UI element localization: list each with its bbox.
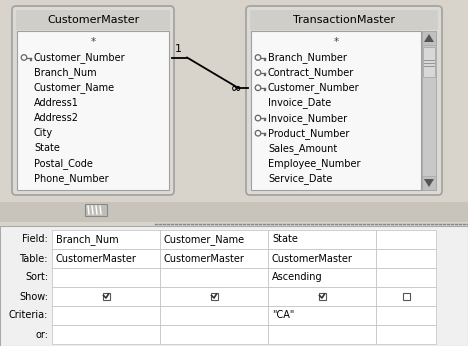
Text: *: * — [90, 37, 95, 47]
Text: Customer_Number: Customer_Number — [34, 52, 125, 63]
Text: "CA": "CA" — [272, 310, 294, 320]
Text: State: State — [34, 143, 60, 153]
Text: Customer_Name: Customer_Name — [34, 82, 115, 93]
Text: Field:: Field: — [22, 235, 48, 245]
Text: Postal_Code: Postal_Code — [34, 158, 93, 169]
FancyBboxPatch shape — [422, 31, 436, 190]
FancyBboxPatch shape — [160, 306, 268, 325]
Text: CustomerMaster: CustomerMaster — [56, 254, 137, 264]
FancyBboxPatch shape — [52, 268, 160, 287]
Text: CustomerMaster: CustomerMaster — [164, 254, 245, 264]
Text: Employee_Number: Employee_Number — [268, 158, 360, 169]
Text: State: State — [272, 235, 298, 245]
FancyBboxPatch shape — [17, 31, 169, 190]
Text: Sort:: Sort: — [25, 273, 48, 282]
FancyBboxPatch shape — [0, 202, 468, 222]
Text: Customer_Number: Customer_Number — [268, 82, 359, 93]
Text: City: City — [34, 128, 53, 138]
FancyBboxPatch shape — [268, 325, 376, 344]
FancyBboxPatch shape — [160, 249, 268, 268]
FancyBboxPatch shape — [376, 230, 436, 249]
FancyBboxPatch shape — [376, 306, 436, 325]
FancyBboxPatch shape — [85, 204, 107, 216]
FancyBboxPatch shape — [12, 6, 174, 195]
FancyBboxPatch shape — [422, 176, 436, 190]
FancyBboxPatch shape — [160, 230, 268, 249]
Text: CustomerMaster: CustomerMaster — [47, 15, 139, 25]
FancyBboxPatch shape — [268, 268, 376, 287]
Text: 1: 1 — [175, 44, 182, 54]
Text: Phone_Number: Phone_Number — [34, 173, 109, 184]
FancyBboxPatch shape — [376, 325, 436, 344]
FancyBboxPatch shape — [268, 287, 376, 306]
Text: Product_Number: Product_Number — [268, 128, 350, 139]
FancyBboxPatch shape — [319, 293, 326, 300]
Text: Contract_Number: Contract_Number — [268, 67, 354, 78]
Polygon shape — [424, 179, 434, 187]
Text: CustomerMaster: CustomerMaster — [272, 254, 353, 264]
Polygon shape — [424, 34, 434, 42]
FancyBboxPatch shape — [268, 306, 376, 325]
FancyBboxPatch shape — [160, 287, 268, 306]
FancyBboxPatch shape — [250, 10, 438, 30]
FancyBboxPatch shape — [422, 31, 436, 45]
FancyBboxPatch shape — [16, 10, 170, 30]
FancyBboxPatch shape — [52, 287, 160, 306]
Text: Branch_Num: Branch_Num — [56, 234, 118, 245]
FancyBboxPatch shape — [0, 226, 468, 346]
FancyBboxPatch shape — [52, 249, 160, 268]
FancyBboxPatch shape — [160, 325, 268, 344]
Text: Service_Date: Service_Date — [268, 173, 332, 184]
Text: Criteria:: Criteria: — [8, 310, 48, 320]
FancyBboxPatch shape — [52, 306, 160, 325]
FancyBboxPatch shape — [102, 293, 110, 300]
FancyBboxPatch shape — [52, 230, 160, 249]
Text: Table:: Table: — [20, 254, 48, 264]
Text: Address2: Address2 — [34, 113, 79, 123]
Text: Show:: Show: — [19, 291, 48, 301]
FancyBboxPatch shape — [376, 249, 436, 268]
Text: Invoice_Number: Invoice_Number — [268, 112, 347, 124]
Text: ∞: ∞ — [231, 82, 241, 95]
FancyBboxPatch shape — [211, 293, 218, 300]
Text: Customer_Name: Customer_Name — [164, 234, 245, 245]
Text: or:: or: — [35, 329, 48, 339]
FancyBboxPatch shape — [246, 6, 442, 195]
Text: Sales_Amount: Sales_Amount — [268, 143, 337, 154]
FancyBboxPatch shape — [251, 31, 421, 190]
Text: Branch_Number: Branch_Number — [268, 52, 347, 63]
FancyBboxPatch shape — [402, 293, 410, 300]
Text: Address1: Address1 — [34, 98, 79, 108]
FancyBboxPatch shape — [268, 230, 376, 249]
Text: TransactionMaster: TransactionMaster — [293, 15, 395, 25]
FancyBboxPatch shape — [160, 268, 268, 287]
Text: Ascending: Ascending — [272, 273, 322, 282]
FancyBboxPatch shape — [423, 47, 435, 77]
FancyBboxPatch shape — [268, 249, 376, 268]
FancyBboxPatch shape — [52, 325, 160, 344]
Text: *: * — [333, 37, 338, 47]
Text: Invoice_Date: Invoice_Date — [268, 98, 331, 108]
FancyBboxPatch shape — [376, 268, 436, 287]
Text: Branch_Num: Branch_Num — [34, 67, 96, 78]
FancyBboxPatch shape — [376, 287, 436, 306]
